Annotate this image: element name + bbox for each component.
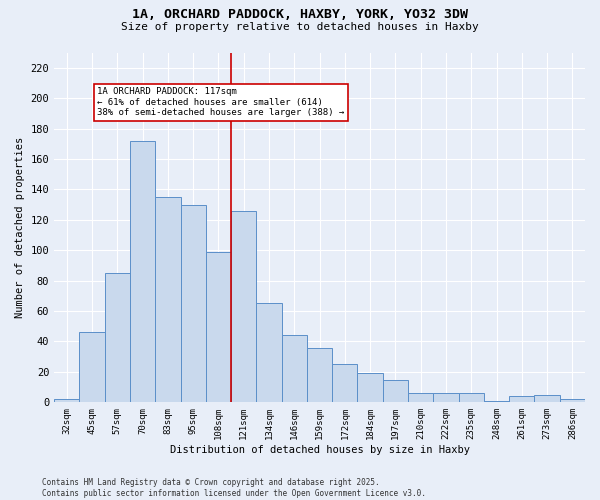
Text: Contains HM Land Registry data © Crown copyright and database right 2025.
Contai: Contains HM Land Registry data © Crown c…	[42, 478, 426, 498]
Bar	[484, 401, 509, 402]
Bar	[130, 140, 155, 402]
Text: 1A, ORCHARD PADDOCK, HAXBY, YORK, YO32 3DW: 1A, ORCHARD PADDOCK, HAXBY, YORK, YO32 3…	[132, 8, 468, 20]
X-axis label: Distribution of detached houses by size in Haxby: Distribution of detached houses by size …	[170, 445, 470, 455]
Y-axis label: Number of detached properties: Number of detached properties	[15, 137, 25, 318]
Bar	[383, 380, 408, 402]
Bar	[458, 393, 484, 402]
Bar	[206, 252, 231, 402]
Bar	[509, 396, 535, 402]
Bar	[433, 393, 458, 402]
Bar	[231, 210, 256, 402]
Bar	[181, 204, 206, 402]
Text: Size of property relative to detached houses in Haxby: Size of property relative to detached ho…	[121, 22, 479, 32]
Text: 1A ORCHARD PADDOCK: 117sqm
← 61% of detached houses are smaller (614)
38% of sem: 1A ORCHARD PADDOCK: 117sqm ← 61% of deta…	[97, 88, 344, 118]
Bar	[281, 336, 307, 402]
Bar	[256, 304, 281, 402]
Bar	[560, 400, 585, 402]
Bar	[155, 197, 181, 402]
Bar	[79, 332, 105, 402]
Bar	[535, 394, 560, 402]
Bar	[105, 273, 130, 402]
Bar	[332, 364, 358, 403]
Bar	[54, 400, 79, 402]
Bar	[307, 348, 332, 403]
Bar	[408, 393, 433, 402]
Bar	[358, 374, 383, 402]
